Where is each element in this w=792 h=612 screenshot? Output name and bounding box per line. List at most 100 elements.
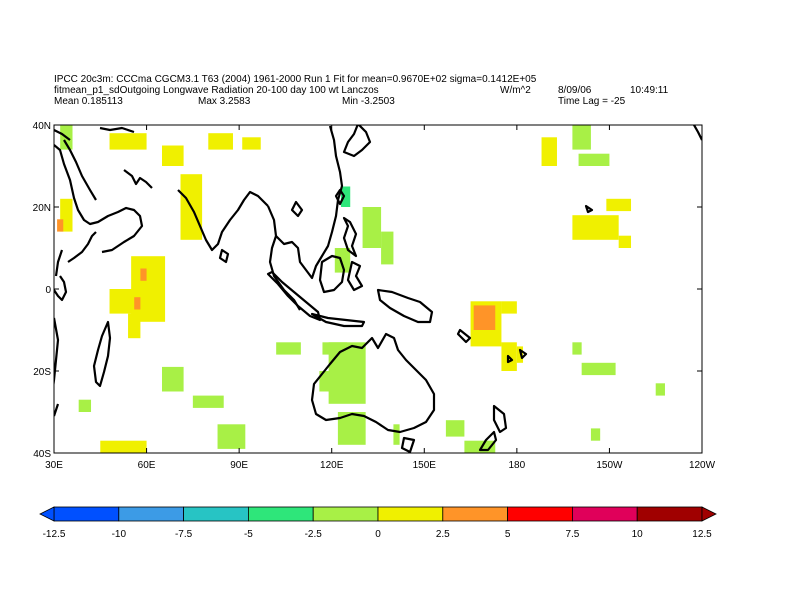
anomaly-fill-cell <box>516 346 524 363</box>
time-label: 10:49:11 <box>630 85 669 96</box>
coastline-red-sea <box>63 139 97 201</box>
colorbar-swatch <box>247 506 314 522</box>
colorbar: -12.5 -10 -7.5 -5 -2.5 0 2.5 5 7.5 10 12.5 <box>39 506 717 540</box>
colorbar-swatch <box>312 506 379 522</box>
coastline-north-america-west <box>693 125 702 141</box>
anomaly-fill-cell <box>319 371 335 392</box>
lon-tick-label: 150W <box>596 460 623 471</box>
anomaly-fill-cell <box>57 219 64 232</box>
anomaly-fill-cell <box>208 133 233 150</box>
anomaly-fill-cell <box>606 198 632 212</box>
coastline-hawaii <box>584 204 594 214</box>
coastline-persian-gulf <box>123 169 153 189</box>
lon-tick-label: 120W <box>689 460 716 471</box>
anomaly-fill-cell <box>572 342 582 355</box>
anomaly-fill-cell <box>100 440 147 453</box>
coastline-new-zealand <box>478 404 508 452</box>
colorbar-low-arrow <box>39 506 55 522</box>
colorbar-label: 10 <box>632 529 644 540</box>
colorbar-label: 0 <box>375 529 381 540</box>
anomaly-fill-cell <box>473 305 496 330</box>
lon-tick-label: 60E <box>138 460 156 471</box>
lat-tick-label: 20N <box>33 203 51 214</box>
colorbar-swatch <box>118 506 185 522</box>
coastline-layer <box>54 125 702 453</box>
coastline-sri-lanka <box>218 248 230 264</box>
colorbar-label: -2.5 <box>305 529 323 540</box>
coastline-new-caledonia <box>456 328 472 344</box>
lat-tick-label: 40N <box>33 121 51 132</box>
anomaly-fill-cell <box>192 395 224 408</box>
lon-tick-label: 120E <box>320 460 344 471</box>
coastline-india <box>177 189 269 252</box>
time-lag-label: Time Lag = -25 <box>558 96 626 107</box>
coastline-bay-bengal <box>266 205 301 311</box>
coastline-java <box>310 312 366 328</box>
coastline-china-east <box>290 200 304 218</box>
anomaly-fill-cell <box>445 420 465 437</box>
colorbar-swatch <box>442 506 508 522</box>
coastline-madagascar <box>92 320 112 388</box>
coastline-australia <box>310 332 436 434</box>
anomaly-fill-cell <box>393 424 400 445</box>
anomaly-fill-cell <box>362 207 382 248</box>
axis-tick-labels: 30E 60E 90E 120E 150E 180 150W 120W 40N 20N 0 20S 40… <box>33 121 716 471</box>
anomaly-fill-cell <box>217 424 246 449</box>
anomaly-fill-cell <box>78 399 92 412</box>
anomaly-fill-cell <box>242 137 261 150</box>
anomaly-fill-cell <box>334 248 351 273</box>
colorbar-swatch <box>377 506 444 522</box>
units-label: W/m^2 <box>500 85 531 96</box>
colorbar-label: 12.5 <box>692 529 712 540</box>
anomaly-fill-cell <box>618 235 632 248</box>
anomaly-fill-cell <box>140 268 147 281</box>
colorbar-swatch <box>183 506 249 522</box>
lon-tick-label: 90E <box>230 460 248 471</box>
anomaly-fill-cell <box>109 133 147 150</box>
anomaly-fill-cell <box>541 137 557 166</box>
anomaly-fill-cell <box>655 383 665 396</box>
anomaly-fill-cell <box>162 366 184 392</box>
anomaly-fill-cell <box>131 256 166 322</box>
coastline-arabia-africa <box>54 144 144 417</box>
colorbar-swatch <box>636 506 703 522</box>
colorbar-label: 7.5 <box>565 529 579 540</box>
anomaly-fill-cell <box>109 289 135 314</box>
colorbar-label: 2.5 <box>436 529 450 540</box>
coastline-philippines <box>342 216 358 258</box>
anomaly-fill-cell <box>572 125 591 150</box>
lon-tick-label: 30E <box>45 460 63 471</box>
axis-ticks <box>53 124 703 454</box>
plot-title-line2: fitmean_p1_sdOutgoing Longwave Radiation… <box>54 85 379 96</box>
lon-tick-label: 180 <box>509 460 526 471</box>
colorbar-swatch <box>572 506 638 522</box>
lat-tick-label: 20S <box>33 367 51 378</box>
min-label: Min -3.2503 <box>342 96 395 107</box>
max-label: Max 3.2583 <box>198 96 251 107</box>
coastline-tasmania <box>400 436 416 453</box>
coastline-new-guinea <box>376 288 434 324</box>
coastline-borneo <box>318 254 346 294</box>
colorbar-swatch <box>53 506 120 522</box>
anomaly-fill-cell <box>578 153 610 166</box>
coastline-japan <box>342 125 372 158</box>
lat-tick-label: 0 <box>45 285 51 296</box>
anomaly-fill-cell <box>590 428 601 441</box>
anomaly-fill-layer <box>57 125 665 453</box>
date-label: 8/09/06 <box>558 85 592 96</box>
colorbar-swatch <box>507 506 573 522</box>
mean-label: Mean 0.185113 <box>54 96 123 107</box>
colorbar-high-arrow <box>701 506 717 522</box>
coastline-fiji <box>506 348 528 364</box>
colorbar-label: -5 <box>244 529 253 540</box>
lat-tick-label: 40S <box>33 449 51 460</box>
anomaly-fill-cell <box>501 301 517 314</box>
coastline-indochina <box>275 125 344 280</box>
plot-title-line1: IPCC 20c3m: CCCma CGCM3.1 T63 (2004) 196… <box>54 74 537 85</box>
coastline-taiwan <box>334 188 346 206</box>
colorbar-label: -10 <box>112 529 127 540</box>
anomaly-fill-cell <box>340 186 351 207</box>
anomaly-fill-cell <box>572 215 619 240</box>
anomaly-fill-cell <box>134 297 141 310</box>
